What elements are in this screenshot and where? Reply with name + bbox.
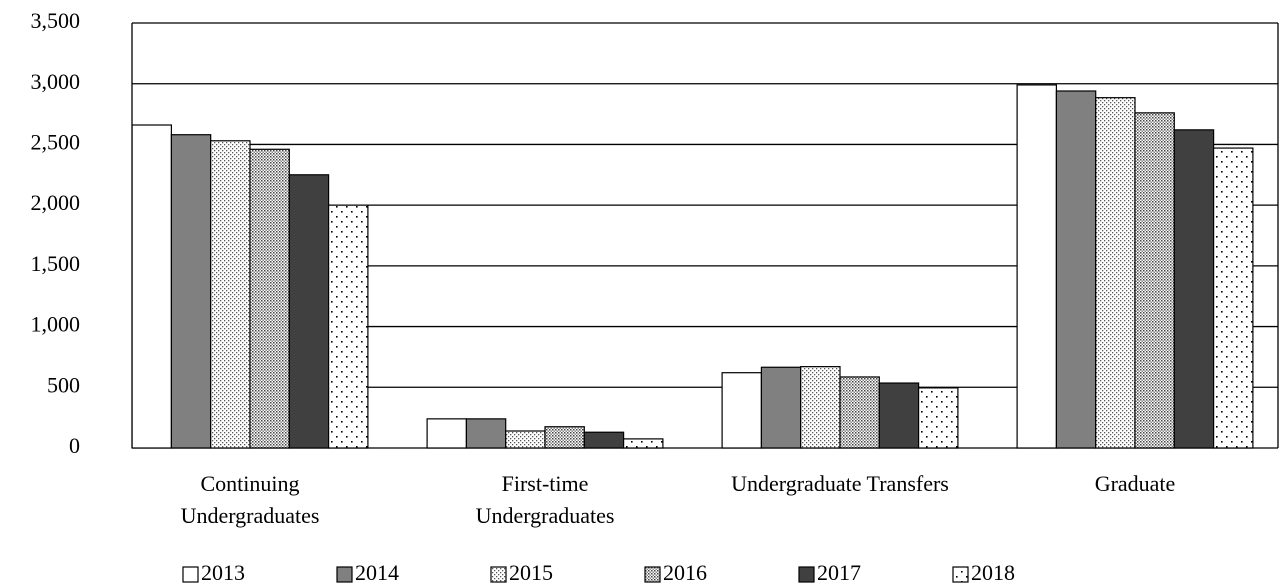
bar xyxy=(1212,147,1254,449)
legend-label: 2018 xyxy=(971,560,1015,585)
legend-label: 2015 xyxy=(509,560,553,585)
legend-swatch xyxy=(644,566,661,583)
legend-label: 2017 xyxy=(817,560,861,585)
bar xyxy=(288,174,330,449)
y-tick-label: 2,500 xyxy=(31,129,81,154)
y-tick-label: 1,500 xyxy=(31,251,81,276)
bar xyxy=(917,387,959,449)
bar xyxy=(622,438,664,449)
legend-swatch xyxy=(952,566,969,583)
bar xyxy=(1173,129,1215,449)
legend-label: 2013 xyxy=(201,560,245,585)
legend-swatch xyxy=(182,566,199,583)
x-tick-label: Continuing Undergraduates xyxy=(180,471,320,528)
x-tick-label: Undergraduate Transfers xyxy=(731,471,949,496)
bar xyxy=(505,430,546,449)
bar xyxy=(426,418,468,449)
legend-swatch xyxy=(798,566,815,583)
bar xyxy=(465,418,507,449)
y-tick-label: 3,500 xyxy=(31,8,81,33)
bar xyxy=(1055,90,1097,449)
x-tick-label: Graduate xyxy=(1094,471,1176,496)
bar xyxy=(800,366,841,449)
bar xyxy=(1016,84,1057,449)
bar xyxy=(328,204,369,449)
bar xyxy=(170,134,212,449)
y-tick-label: 0 xyxy=(69,433,80,458)
y-tick-label: 1,000 xyxy=(31,312,81,337)
bar xyxy=(721,372,762,449)
bar xyxy=(1095,97,1136,449)
bar xyxy=(210,140,251,449)
y-tick-label: 3,000 xyxy=(31,69,81,94)
bar xyxy=(878,382,920,449)
bar xyxy=(249,148,290,449)
legend-swatch xyxy=(490,566,507,583)
x-tick-label: First-time Undergraduates xyxy=(475,471,615,528)
bar xyxy=(544,426,585,449)
bar xyxy=(131,124,173,449)
bar xyxy=(760,366,802,449)
y-tick-label: 2,000 xyxy=(31,190,81,215)
bar xyxy=(583,431,625,449)
bar xyxy=(1134,112,1175,449)
legend-swatch xyxy=(336,566,353,583)
y-tick-label: 500 xyxy=(47,372,80,397)
legend-label: 2014 xyxy=(355,560,399,585)
legend-label: 2016 xyxy=(663,560,707,585)
bar xyxy=(839,376,880,449)
